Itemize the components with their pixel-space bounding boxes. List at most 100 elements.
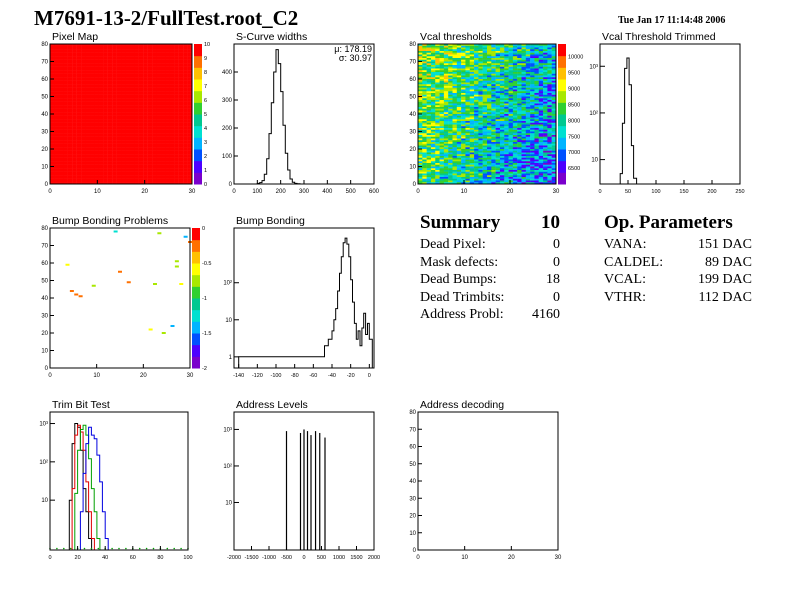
heatmap-cell [504,98,509,101]
heatmap-cell [112,168,117,171]
heatmap-cell [187,163,193,165]
heatmap-cell [89,129,95,132]
heatmap-cell [169,91,175,94]
heatmap-cell [478,157,483,160]
heatmap-cell [508,101,514,104]
heatmap-cell [543,124,548,127]
heatmap-cell [89,47,95,50]
heatmap-cell [98,100,104,102]
heatmap-cell [508,110,514,113]
heatmap-cell [152,70,157,73]
heatmap-cell [426,47,432,50]
heatmap-cell [521,103,527,106]
heatmap-cell [165,110,171,113]
heatmap-cell [63,70,68,73]
heatmap-cell [134,115,139,118]
heatmap-cell [174,108,179,111]
heatmap-cell [547,52,552,55]
heatmap-cell [456,122,462,125]
heatmap-cell [183,51,188,53]
heatmap-cell [107,77,113,80]
heatmap-cell [534,105,539,108]
heatmap-cell [50,175,55,178]
heatmap-cell [169,171,175,174]
heatmap-cell [112,122,117,125]
heatmap-cell [156,107,162,109]
heatmap-cell [76,91,82,94]
heatmap-cell [156,103,162,106]
heatmap-cell [508,168,514,171]
heatmap-cell [129,56,135,59]
heatmap-cell [156,136,162,139]
heatmap-cell [543,75,548,78]
heatmap-cell [504,131,509,134]
heatmap-cell [474,54,479,57]
heatmap-cell [169,161,175,164]
heatmap-cell [517,140,522,143]
heatmap-cell [76,128,82,130]
heatmap-cell [461,91,466,94]
heatmap-cell [116,79,122,81]
heatmap-cell [85,103,91,106]
heatmap-cell [448,101,453,104]
heatmap-cell [508,82,514,85]
heatmap-cell [156,84,162,87]
heatmap-cell [512,59,518,62]
heatmap-cell [116,89,122,92]
heatmap-cell [125,150,131,153]
heatmap-cell [174,73,179,76]
heatmap-cell [165,54,171,57]
heatmap-cell [165,44,171,46]
heatmap-cell [517,164,522,167]
heatmap-cell [169,79,175,81]
heatmap-cell [125,80,131,83]
heatmap-cell [443,54,449,57]
heatmap-cell [125,164,131,167]
heatmap-cell [491,47,496,50]
heatmap-cell [504,128,509,130]
heatmap-cell [461,131,466,134]
heatmap-cell [487,44,492,46]
heatmap-cell [534,131,539,134]
heatmap-cell [418,112,423,115]
heatmap-cell [50,114,55,116]
heatmap-cell [456,121,462,123]
heatmap-cell [465,82,470,85]
heatmap-cell [521,44,527,46]
heatmap-cell [495,145,501,148]
heatmap-cell [165,157,171,160]
heatmap-cell [418,154,423,157]
heatmap-cell [143,89,148,92]
heatmap-cell [551,128,557,130]
heatmap-cell [452,121,458,123]
heatmap-cell [547,112,552,115]
heatmap-cell [116,180,122,183]
heatmap-cell [504,70,509,73]
heatmap-cell [504,47,509,50]
color-scale-label: 10 [204,42,210,48]
heatmap-cell [452,156,458,158]
heatmap-cell [430,166,436,169]
heatmap-cell [85,101,91,104]
heatmap-cell [435,168,440,171]
heatmap-cell [178,147,184,150]
heatmap-cell [129,84,135,87]
heatmap-cell [465,140,470,143]
heatmap-cell [448,87,453,90]
heatmap-cell [448,66,453,69]
heatmap-cell [426,87,432,90]
heatmap-cell [107,63,113,66]
heatmap-cell [169,63,175,66]
heatmap-cell [439,75,445,78]
heatmap-cell [67,96,73,99]
heatmap-cell [551,105,557,108]
heatmap-cell [525,149,531,151]
heatmap-cell [443,47,449,50]
heatmap-cell [72,178,77,181]
heatmap-cell [538,145,544,148]
heatmap-cell [81,61,86,64]
heatmap-cell [129,77,135,80]
heatmap-cell [107,89,113,92]
heatmap-cell [538,105,544,108]
